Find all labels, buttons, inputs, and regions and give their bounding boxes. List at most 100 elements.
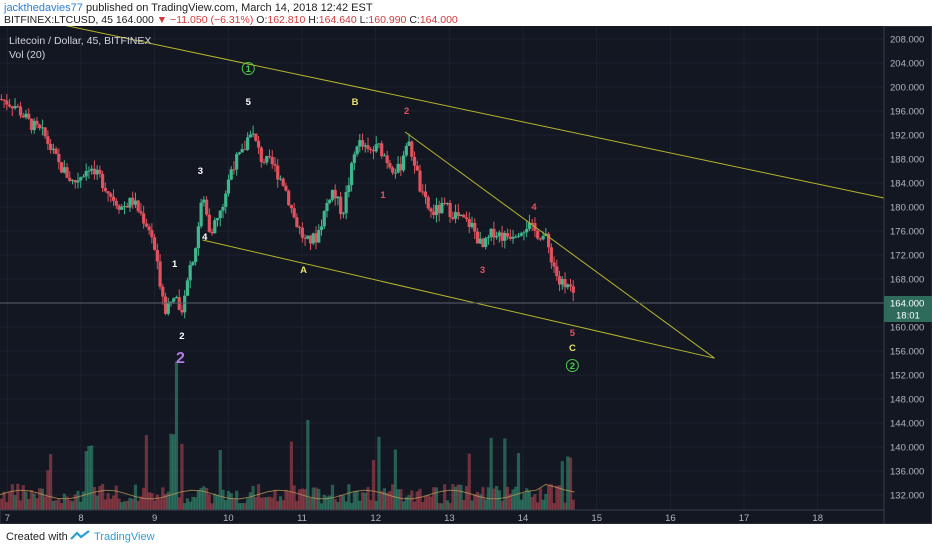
candle [560,279,564,285]
volume-bar [470,500,474,510]
candle [136,200,140,212]
volume-bar [267,496,272,510]
volume-bar [5,501,9,510]
low-value: 160.990 [368,14,407,26]
footer: Created with TradingView [0,524,932,550]
candle [152,237,157,250]
volume-bar [289,441,294,510]
candle [158,261,162,287]
time-tick-label: 11 [297,513,307,524]
low-label: L: [359,14,369,26]
candle [155,249,159,262]
volume-bar [32,493,36,510]
trendline[interactable] [202,239,715,359]
candle [262,162,266,164]
candle [412,156,417,166]
volume-bar [10,484,14,510]
volume-bar [568,457,573,510]
candle [259,147,263,163]
candle [229,169,233,180]
candle [51,148,55,150]
price-badge-countdown: 18:01 [896,311,920,322]
volume-bar [131,498,135,510]
trendline[interactable] [44,20,885,199]
volume-bar [500,500,504,510]
volume-bar [136,500,140,510]
volume-bar [519,499,523,510]
candle [46,136,50,144]
volume-bar [95,495,99,510]
price-tick-label: 160.000 [890,323,924,334]
candle [456,212,460,217]
tradingview-brand[interactable]: TradingView [94,531,155,543]
time-tick-label: 14 [518,513,529,524]
time-tick-label: 7 [5,513,10,524]
candle [196,226,200,249]
volume-bar [35,498,39,510]
time-tick-label: 18 [812,513,823,524]
symbol-label: BITFINEX:LTCUSD, 45 [4,14,113,26]
volume-bar [122,501,127,510]
volume-bar [495,485,499,510]
volume-bar [128,497,132,510]
trendline[interactable] [404,131,715,359]
candle [49,143,53,150]
price-badge-box [884,296,932,322]
volume-bar [7,492,12,510]
publish-date: published on TradingView.com, March 14, … [85,2,373,14]
grid [0,26,884,510]
wave-label: 3 [480,265,485,276]
volume-bar [155,494,159,510]
candle [473,222,477,232]
candle [328,199,332,204]
time-axis[interactable] [0,509,885,525]
volume-bar [68,500,72,510]
candle [366,145,370,149]
high-value: 164.640 [318,14,357,26]
candle [527,222,532,229]
volume-bar [161,487,165,510]
candle [166,302,170,314]
candle [552,262,556,267]
volume-bar [560,461,564,510]
time-tick-label: 10 [223,513,234,524]
candle [421,191,425,193]
publish-info: jackthedavies77 published on TradingView… [4,2,373,14]
candle [391,167,395,173]
volume-bar [322,494,326,510]
volume-bar [566,456,570,510]
created-with-text: Created with [6,531,68,543]
volume-bar [339,494,343,510]
volume-bar [144,435,148,510]
candle [43,127,47,137]
price-tick-label: 168.000 [890,275,924,286]
candle [84,171,88,177]
candle [125,205,129,208]
author-link[interactable]: jackthedavies77 [4,2,83,14]
symbol-info: BITFINEX:LTCUSD, 45 164.000 ▼ −11.050 (−… [4,14,458,26]
volume-bar [311,487,315,510]
candle [120,206,124,210]
down-arrow-icon: ▼ [156,14,168,26]
wave-label: 1 [246,64,252,75]
volume-bar [92,486,96,510]
candle [566,284,570,288]
volume-bar [163,493,168,510]
candle [188,265,192,281]
wave-label: 5 [246,97,252,108]
volume-bar [103,499,107,510]
volume-bar [429,496,433,510]
volume-bar [158,498,162,510]
candle [352,154,356,164]
volume-bar [328,495,332,510]
volume-bar [194,497,198,510]
candle [267,155,272,157]
candle [40,127,45,129]
price-axis[interactable] [883,25,932,525]
volume-bar [352,492,356,510]
volume-bar [407,495,411,510]
candle [114,200,118,206]
volume-bar [295,500,299,510]
